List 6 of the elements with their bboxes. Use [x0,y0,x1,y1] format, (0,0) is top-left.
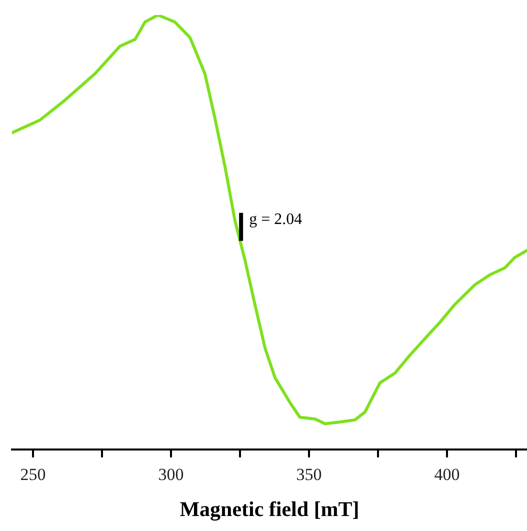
annotation: g = 2.04 [249,211,302,228]
x-tick-label: 350 [296,465,322,484]
x-tick-label: 300 [158,465,184,484]
x-tick-label: 400 [434,465,460,484]
x-axis-title: Magnetic field [mT] [180,496,360,521]
x-tick-label: 250 [20,465,46,484]
